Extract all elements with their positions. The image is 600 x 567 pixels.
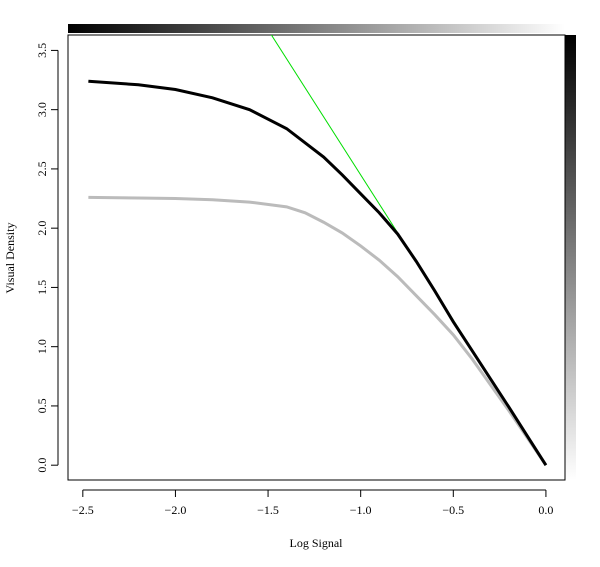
x-tick-label: −1.5 — [257, 503, 279, 517]
y-axis-label: Visual Density — [3, 223, 17, 294]
plot-box — [67, 34, 566, 481]
top-gradient-bar — [68, 24, 565, 33]
line-series — [88, 79, 548, 466]
x-tick-label: −1.0 — [350, 503, 372, 517]
y-tick-label: 0.5 — [35, 398, 49, 413]
x-axis-label: Log Signal — [290, 536, 344, 550]
right-gradient-bar — [565, 35, 576, 480]
line-series — [88, 195, 548, 467]
x-tick-label: 0.0 — [538, 503, 553, 517]
y-tick-label: 0.0 — [35, 458, 49, 473]
y-tick-label: 1.0 — [35, 339, 49, 354]
y-tick-label: 3.0 — [35, 102, 49, 117]
x-tick-label: −2.0 — [165, 503, 187, 517]
x-tick-label: −2.5 — [72, 503, 94, 517]
x-tick-label: −0.5 — [442, 503, 464, 517]
y-tick-label: 2.0 — [35, 221, 49, 236]
y-tick-label: 2.5 — [35, 161, 49, 176]
y-tick-label: 1.5 — [35, 280, 49, 295]
y-tick-label: 3.5 — [35, 43, 49, 58]
